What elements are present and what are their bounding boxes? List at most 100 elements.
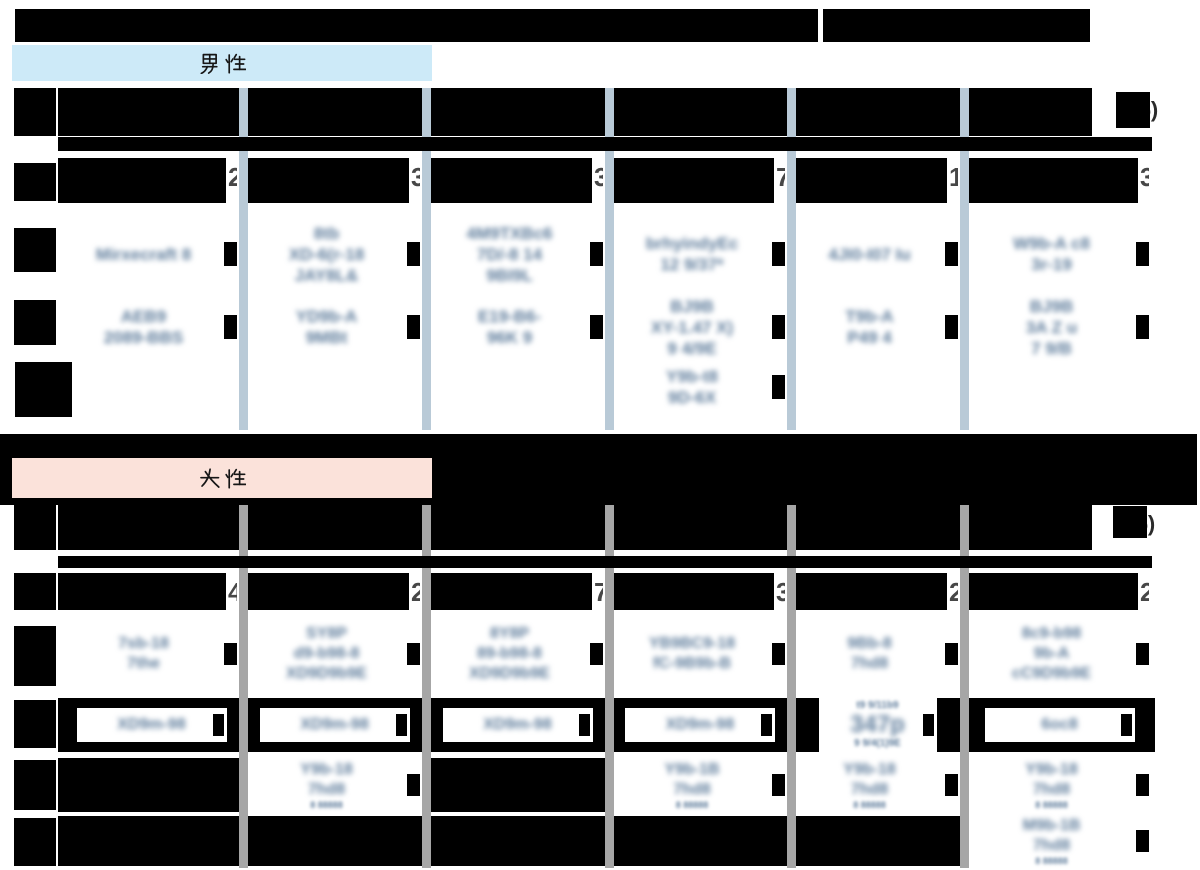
blurred-cell-text: W9b-A c8 xyxy=(1013,234,1090,253)
redacted-cell xyxy=(609,816,791,866)
redacted-cell xyxy=(58,758,243,812)
male-kanji-label xyxy=(200,53,246,74)
column-divider xyxy=(605,88,614,430)
blurred-cell-text: 12 9/37* xyxy=(660,255,724,274)
blurred-cell-text: JAY8L& xyxy=(294,265,359,285)
redacted-value-box xyxy=(772,774,785,796)
cell-text-block: YB9BC9-18 fC-9B9b-B xyxy=(614,616,770,692)
report-title-redaction xyxy=(15,9,1090,42)
blurred-cell-text: 7hd8 xyxy=(850,780,889,798)
redacted-value-box xyxy=(407,774,420,796)
blurred-cell-text: 9Bb-8 xyxy=(847,635,892,652)
blurred-cell-text: BJ9B xyxy=(1029,296,1074,316)
redacted-row-label xyxy=(14,228,56,272)
blurred-cell-text: 8 88888 xyxy=(1035,855,1068,866)
blurred-cell-text: T9b-A xyxy=(845,307,894,326)
blurred-cell-text: XD9m-98 xyxy=(665,716,735,733)
cell-text-block: brhyindyEc 12 9/37* xyxy=(614,218,770,290)
cell-text-block: Mirxecraft 8 xyxy=(65,218,222,290)
blurred-cell-text: 4JI0-I07 Iu xyxy=(828,244,911,264)
redacted-value-box xyxy=(922,714,934,736)
redacted-value-box xyxy=(212,714,224,736)
blurred-cell-text: 9 9/4(1)9E xyxy=(854,738,901,749)
redacted-value-box xyxy=(772,643,785,665)
blurred-cell-text: 7D/-8 14 xyxy=(476,244,543,264)
redacted-row-label xyxy=(14,626,56,686)
blurred-cell-text: d9-b98-8 xyxy=(293,645,360,662)
blurred-cell-text: 8tb xyxy=(313,223,340,243)
blurred-cell-text: 7sb-18 xyxy=(118,635,169,652)
redacted-rank-cell xyxy=(964,158,1138,203)
blurred-cell-text: Mirxecraft 8 xyxy=(95,244,192,264)
blurred-cell-text: 7the xyxy=(127,655,160,672)
redacted-value-box xyxy=(772,315,785,339)
redacted-value-box xyxy=(407,315,420,339)
blurred-cell-text: 3r-19 xyxy=(1031,255,1072,274)
redaction-fragment: 1 xyxy=(949,162,958,192)
cell-text-window: t9 9/11b9 347p 9 9/4(1)9E xyxy=(818,698,937,752)
redacted-header-row xyxy=(58,88,1092,136)
column-divider xyxy=(960,505,969,868)
cell-text-block: AEB9 2089-BBS xyxy=(65,292,222,362)
blurred-cell-text: E19-B6- xyxy=(477,307,542,326)
column-divider xyxy=(960,88,969,430)
cell-text-window: XD9m-98 xyxy=(625,708,775,742)
redacted-value-box xyxy=(590,643,603,665)
blurred-cell-text: XD-6(r-18 xyxy=(288,244,365,264)
redacted-value-box xyxy=(1136,315,1149,339)
column-divider xyxy=(422,505,431,868)
redaction-fragment: 3 xyxy=(411,162,420,192)
redacted-value-box xyxy=(1136,242,1149,266)
blurred-cell-text: 3A Z u xyxy=(1025,317,1078,337)
redacted-value-box xyxy=(1136,830,1149,852)
blurred-cell-text: 8 88888 xyxy=(310,799,343,810)
redaction-fragment: 3 xyxy=(1140,162,1149,192)
header-underline-bar xyxy=(58,556,1152,568)
cell-text-window: XD9m-98 xyxy=(76,708,227,742)
cell-text-window: XD9m-98 xyxy=(259,708,410,742)
redacted-value-box xyxy=(395,714,407,736)
redacted-row-label xyxy=(14,700,56,748)
cell-text-block: W9b-A c8 3r-19 xyxy=(969,218,1134,290)
blurred-cell-text: YB9BC9-18 xyxy=(648,635,736,652)
redacted-row-label xyxy=(14,760,56,810)
blurred-cell-text: 8Y8P xyxy=(489,625,530,642)
redacted-rank-cell xyxy=(791,158,947,203)
blurred-cell-text: XD9D9b9E xyxy=(469,665,550,682)
redacted-row-label xyxy=(14,573,56,610)
redacted-row-label xyxy=(14,505,56,550)
redacted-value-box xyxy=(945,315,958,339)
blurred-cell-text: 8 88888 xyxy=(853,799,886,810)
blurred-cell-text: 6oc8 xyxy=(1041,716,1078,733)
cell-text-window: XD9m-98 xyxy=(442,708,593,742)
redaction-fragment: 2 xyxy=(411,577,420,607)
redacted-rank-cell xyxy=(426,158,592,203)
redacted-rank-cell xyxy=(243,573,409,610)
redacted-value-box xyxy=(578,714,590,736)
redacted-value-box xyxy=(772,242,785,266)
redacted-value-box xyxy=(945,774,958,796)
cell-text-block: Y9b-18 7hd8 8 88888 xyxy=(969,758,1134,812)
cell-text-block: 8Y8P 89-b98-8 XD9D9b9E xyxy=(431,616,588,692)
blurred-cell-text: M9b-1B xyxy=(1022,816,1081,834)
redacted-value-box xyxy=(224,643,237,665)
cell-text-block: YD9b-A 9MBt xyxy=(248,292,405,362)
redaction-fragment: 2 xyxy=(949,577,958,607)
blurred-cell-text: 8 88888 xyxy=(1035,799,1068,810)
redacted-row-label xyxy=(14,163,56,201)
redacted-row-label xyxy=(15,362,72,417)
redacted-rank-cell xyxy=(964,573,1138,610)
redaction-fragment: 7 xyxy=(594,577,603,607)
blurred-cell-text: Y9b-t8 xyxy=(666,367,718,386)
blurred-cell-text: XD9m-98 xyxy=(117,716,186,733)
cell-text-window: 6oc8 xyxy=(984,708,1135,742)
redacted-value-box xyxy=(761,714,772,736)
redaction-fragment: 2 xyxy=(228,162,237,192)
blurred-cell-text: XD9m-98 xyxy=(300,716,369,733)
cell-text-block: M9b-1B 7hd8 8 88888 xyxy=(969,816,1134,866)
column-divider xyxy=(787,88,796,430)
redacted-rank-cell xyxy=(609,158,774,203)
title-word-gap xyxy=(818,9,823,42)
redacted-rank-cell xyxy=(58,158,226,203)
redaction-fragment: 3 xyxy=(594,162,603,192)
